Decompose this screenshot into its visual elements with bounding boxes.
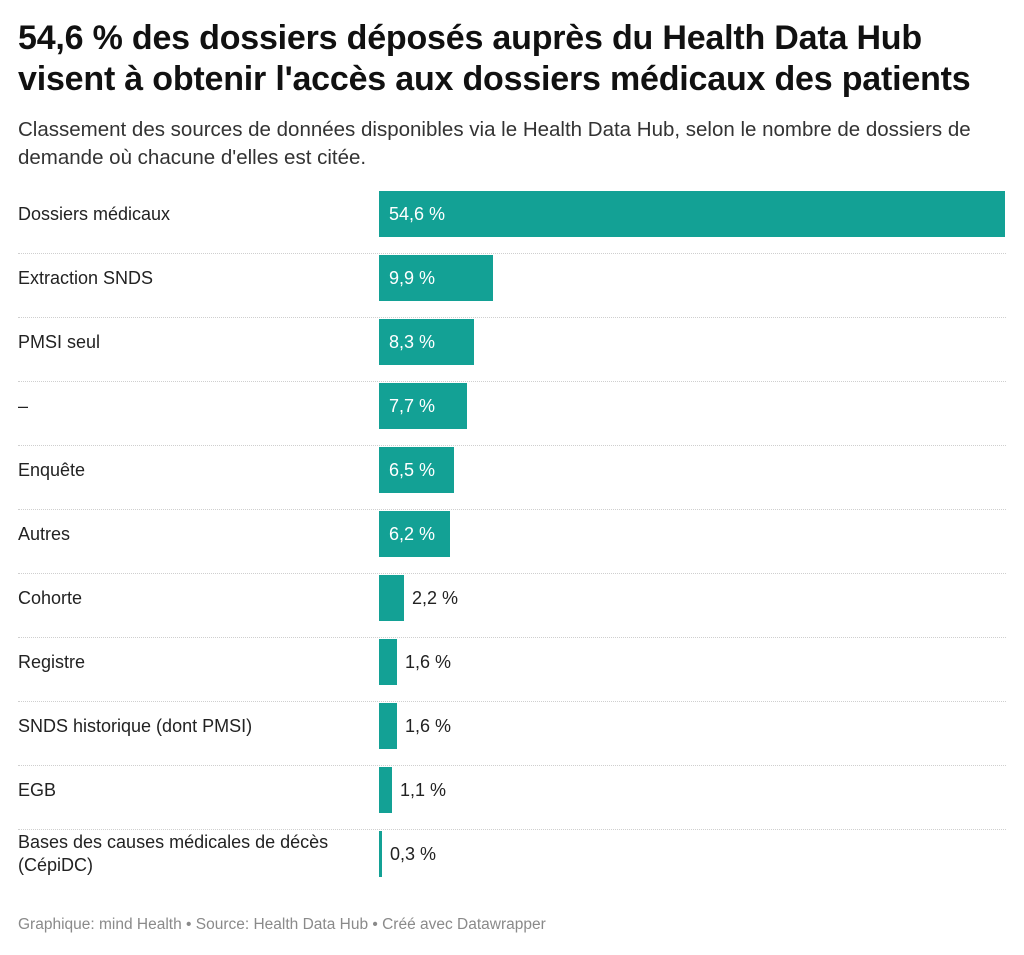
bar-row: – 7,7 %	[18, 382, 1006, 446]
bar	[379, 831, 382, 877]
value-label: 1,1 %	[400, 779, 447, 800]
bar-row: Bases des causes médicales de décès (Cép…	[18, 830, 1006, 894]
value-label: 6,5 %	[389, 459, 436, 480]
category-label: Registre	[18, 651, 86, 672]
category-label: Cohorte	[18, 587, 83, 608]
category-label: Dossiers médicaux	[18, 203, 171, 224]
category-label: EGB	[18, 779, 57, 800]
value-label: 54,6 %	[389, 203, 446, 224]
bar-row: Dossiers médicaux 54,6 %	[18, 190, 1006, 254]
row-divider	[18, 317, 1006, 318]
chart-subtitle: Classement des sources de données dispon…	[18, 118, 971, 169]
value-label: 1,6 %	[405, 651, 452, 672]
value-label: 8,3 %	[389, 331, 436, 352]
value-label: 6,2 %	[389, 523, 436, 544]
row-divider	[18, 765, 1006, 766]
bar	[379, 639, 397, 685]
category-label: Bases des causes médicales de décès (Cép…	[18, 832, 329, 875]
value-label: 2,2 %	[412, 587, 459, 608]
row-divider	[18, 509, 1006, 510]
row-divider	[18, 701, 1006, 702]
bar	[379, 383, 467, 429]
bar-row: Cohorte 2,2 %	[18, 574, 1006, 638]
bar	[379, 703, 397, 749]
row-divider	[18, 253, 1006, 254]
bar-row: Registre 1,6 %	[18, 638, 1006, 702]
chart-title: 54,6 % des dossiers déposés auprès du He…	[18, 19, 971, 98]
category-label: SNDS historique (dont PMSI)	[18, 715, 253, 736]
bar	[379, 319, 474, 365]
row-divider	[18, 573, 1006, 574]
category-label: –	[18, 395, 29, 416]
bar	[379, 511, 450, 557]
value-label: 9,9 %	[389, 267, 436, 288]
category-label: PMSI seul	[18, 331, 101, 352]
row-divider	[18, 445, 1006, 446]
bar	[379, 447, 454, 493]
value-label: 1,6 %	[405, 715, 452, 736]
bar-row: Enquête 6,5 %	[18, 446, 1006, 510]
category-label: Extraction SNDS	[18, 267, 154, 288]
bar-row: SNDS historique (dont PMSI) 1,6 %	[18, 702, 1006, 766]
bar	[379, 767, 392, 813]
value-label: 0,3 %	[390, 843, 437, 864]
value-label: 7,7 %	[389, 395, 436, 416]
bar-chart: Dossiers médicaux 54,6 % Extraction SNDS 9,…	[18, 190, 1006, 890]
row-divider	[18, 381, 1006, 382]
chart-footer: Graphique: mind Health • Source: Health …	[18, 916, 546, 933]
bar-row: Extraction SNDS 9,9 %	[18, 254, 1006, 318]
bar-row: Autres 6,2 %	[18, 510, 1006, 574]
bar-row: PMSI seul 8,3 %	[18, 318, 1006, 382]
bar	[379, 255, 493, 301]
bar	[379, 575, 404, 621]
category-label: Enquête	[18, 459, 86, 480]
bar-row: EGB 1,1 %	[18, 766, 1006, 830]
row-divider	[18, 829, 1006, 830]
bar	[379, 191, 1005, 237]
category-label: Autres	[18, 523, 71, 544]
row-divider	[18, 637, 1006, 638]
